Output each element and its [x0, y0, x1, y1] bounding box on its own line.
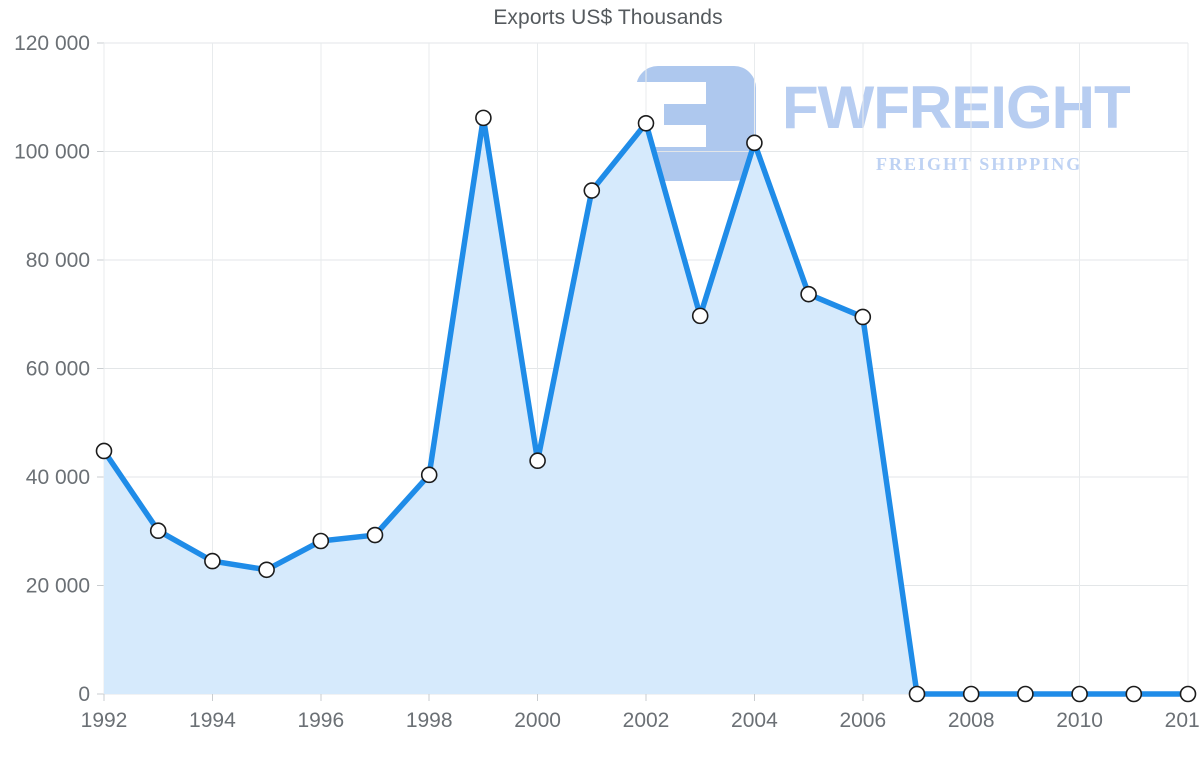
series-marker-layer [95, 109, 1197, 703]
data-point-marker[interactable] [1071, 685, 1088, 703]
x-tick-label: 1994 [189, 709, 236, 732]
x-tick-label: 2008 [948, 709, 995, 732]
x-tick-label: 2006 [839, 709, 886, 732]
x-tick-label: 2010 [1056, 709, 1103, 732]
data-point-marker[interactable] [420, 466, 438, 484]
data-point-marker[interactable] [854, 308, 872, 326]
x-tick-label: 1998 [406, 709, 453, 732]
x-tick-label: 2012 [1165, 709, 1200, 732]
data-point-marker[interactable] [800, 285, 817, 303]
data-point-marker[interactable] [908, 685, 926, 703]
chart-title: Exports US$ Thousands [493, 6, 723, 29]
data-point-marker[interactable] [475, 109, 492, 127]
data-point-marker[interactable] [529, 452, 546, 470]
data-point-marker[interactable] [637, 114, 655, 132]
x-axis-labels: 1992 1994 1996 1998 2000 2002 2004 2006 2008 2010… [81, 709, 1200, 732]
data-point-marker[interactable] [583, 182, 601, 199]
y-tick-label: 60 000 [26, 358, 90, 381]
x-tick-label: 1996 [297, 709, 344, 732]
x-tick-label: 2004 [731, 709, 778, 732]
series-area [104, 117, 1188, 695]
data-point-marker[interactable] [149, 522, 167, 540]
y-axis-labels: 0 20 000 40 000 60 000 80 000 100 000 120 000 [14, 32, 90, 706]
data-point-marker[interactable] [95, 442, 113, 460]
data-point-marker[interactable] [204, 552, 221, 570]
data-point-marker[interactable] [1125, 685, 1143, 703]
y-tick-label: 80 000 [26, 249, 90, 272]
data-point-marker[interactable] [1179, 685, 1197, 703]
data-point-marker[interactable] [691, 307, 709, 325]
data-point-marker[interactable] [312, 532, 330, 550]
y-tick-label: 100 000 [14, 141, 90, 164]
y-tick-label: 120 000 [14, 32, 90, 55]
data-point-marker[interactable] [1017, 685, 1034, 703]
data-point-marker[interactable] [366, 526, 384, 544]
y-tick-label: 40 000 [26, 466, 90, 489]
x-tick-label: 2000 [514, 709, 561, 732]
y-tick-label: 20 000 [26, 575, 90, 598]
y-tick-label: 0 [78, 683, 90, 706]
x-tick-label: 1992 [81, 709, 128, 732]
data-point-marker[interactable] [746, 134, 763, 152]
x-tick-label: 2002 [623, 709, 670, 732]
data-point-marker[interactable] [258, 561, 275, 579]
series-area-layer [104, 117, 1188, 695]
data-point-marker[interactable] [962, 685, 980, 703]
